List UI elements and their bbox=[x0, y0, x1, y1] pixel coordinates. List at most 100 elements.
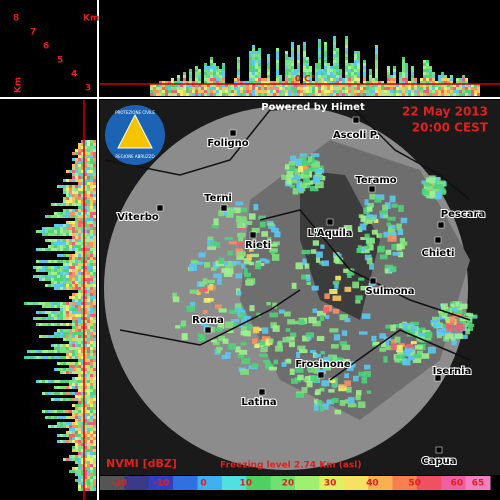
echo bbox=[93, 365, 96, 368]
echo bbox=[387, 93, 390, 96]
echo bbox=[75, 419, 78, 422]
echo bbox=[258, 75, 261, 78]
echo bbox=[78, 308, 81, 311]
echo bbox=[93, 152, 96, 155]
echo bbox=[75, 167, 78, 170]
echo bbox=[333, 72, 336, 75]
echo bbox=[368, 214, 378, 219]
echo bbox=[447, 78, 450, 81]
echo bbox=[351, 87, 354, 90]
echo bbox=[255, 72, 258, 75]
echo bbox=[60, 275, 63, 278]
echo bbox=[207, 279, 215, 284]
echo bbox=[357, 72, 360, 75]
echo bbox=[363, 78, 366, 81]
echo bbox=[87, 161, 90, 164]
echo bbox=[90, 446, 93, 449]
echo bbox=[84, 152, 87, 155]
echo bbox=[42, 323, 45, 326]
echo bbox=[81, 395, 84, 398]
echo bbox=[291, 87, 294, 90]
echo bbox=[57, 239, 60, 242]
echo bbox=[438, 81, 441, 84]
echo bbox=[87, 170, 90, 173]
echo bbox=[336, 72, 339, 75]
echo bbox=[314, 165, 324, 170]
echo bbox=[267, 57, 270, 60]
echo bbox=[421, 189, 427, 195]
echo bbox=[402, 63, 405, 66]
echo bbox=[361, 313, 371, 319]
echo bbox=[84, 359, 87, 362]
echo bbox=[54, 317, 57, 320]
echo bbox=[413, 353, 423, 359]
echo bbox=[81, 314, 84, 317]
echo bbox=[54, 425, 57, 428]
echo bbox=[411, 93, 414, 96]
echo bbox=[231, 90, 234, 93]
echo bbox=[84, 452, 87, 455]
echo bbox=[81, 338, 84, 341]
echo bbox=[324, 42, 327, 45]
echo bbox=[84, 182, 87, 185]
echo bbox=[271, 227, 279, 233]
echo bbox=[81, 254, 84, 257]
echo bbox=[426, 90, 429, 93]
echo bbox=[307, 156, 312, 163]
echo bbox=[381, 84, 384, 87]
echo bbox=[87, 461, 90, 464]
echo bbox=[66, 440, 69, 443]
echo bbox=[87, 143, 90, 146]
echo bbox=[84, 251, 87, 254]
echo bbox=[48, 278, 51, 281]
echo bbox=[459, 78, 462, 81]
echo bbox=[78, 326, 81, 329]
echo bbox=[54, 248, 57, 251]
echo bbox=[93, 239, 96, 242]
echo bbox=[241, 318, 248, 325]
echo bbox=[411, 66, 414, 69]
echo bbox=[87, 341, 90, 344]
echo bbox=[294, 93, 297, 96]
echo bbox=[435, 81, 438, 84]
echo bbox=[42, 311, 45, 314]
colorbar-label: 0 bbox=[200, 479, 206, 489]
echo bbox=[39, 230, 42, 233]
echo bbox=[69, 233, 72, 236]
echo bbox=[81, 368, 84, 371]
echo bbox=[321, 260, 329, 267]
echo bbox=[39, 302, 42, 305]
echo bbox=[414, 345, 423, 350]
echo bbox=[72, 317, 75, 320]
echo bbox=[87, 317, 90, 320]
echo bbox=[183, 84, 186, 87]
echo bbox=[69, 185, 72, 188]
echo bbox=[288, 93, 291, 96]
echo bbox=[314, 181, 324, 189]
echo bbox=[313, 404, 319, 411]
echo bbox=[66, 422, 69, 425]
echo bbox=[183, 75, 186, 78]
echo bbox=[57, 425, 60, 428]
echo bbox=[172, 292, 177, 299]
echo bbox=[72, 458, 75, 461]
echo bbox=[93, 404, 96, 407]
echo bbox=[69, 386, 72, 389]
echo bbox=[264, 93, 267, 96]
echo bbox=[450, 81, 453, 84]
echo bbox=[60, 281, 63, 284]
city-marker bbox=[326, 218, 334, 226]
echo bbox=[60, 269, 63, 272]
echo bbox=[87, 413, 90, 416]
city-label: Foligno bbox=[207, 138, 248, 149]
echo bbox=[309, 66, 312, 69]
echo bbox=[54, 323, 57, 326]
echo bbox=[48, 392, 51, 395]
echo bbox=[69, 431, 72, 434]
echo bbox=[301, 249, 311, 255]
echo bbox=[426, 84, 429, 87]
echo bbox=[330, 93, 333, 96]
echo bbox=[60, 203, 63, 206]
echo bbox=[258, 60, 261, 63]
echo bbox=[198, 282, 205, 287]
